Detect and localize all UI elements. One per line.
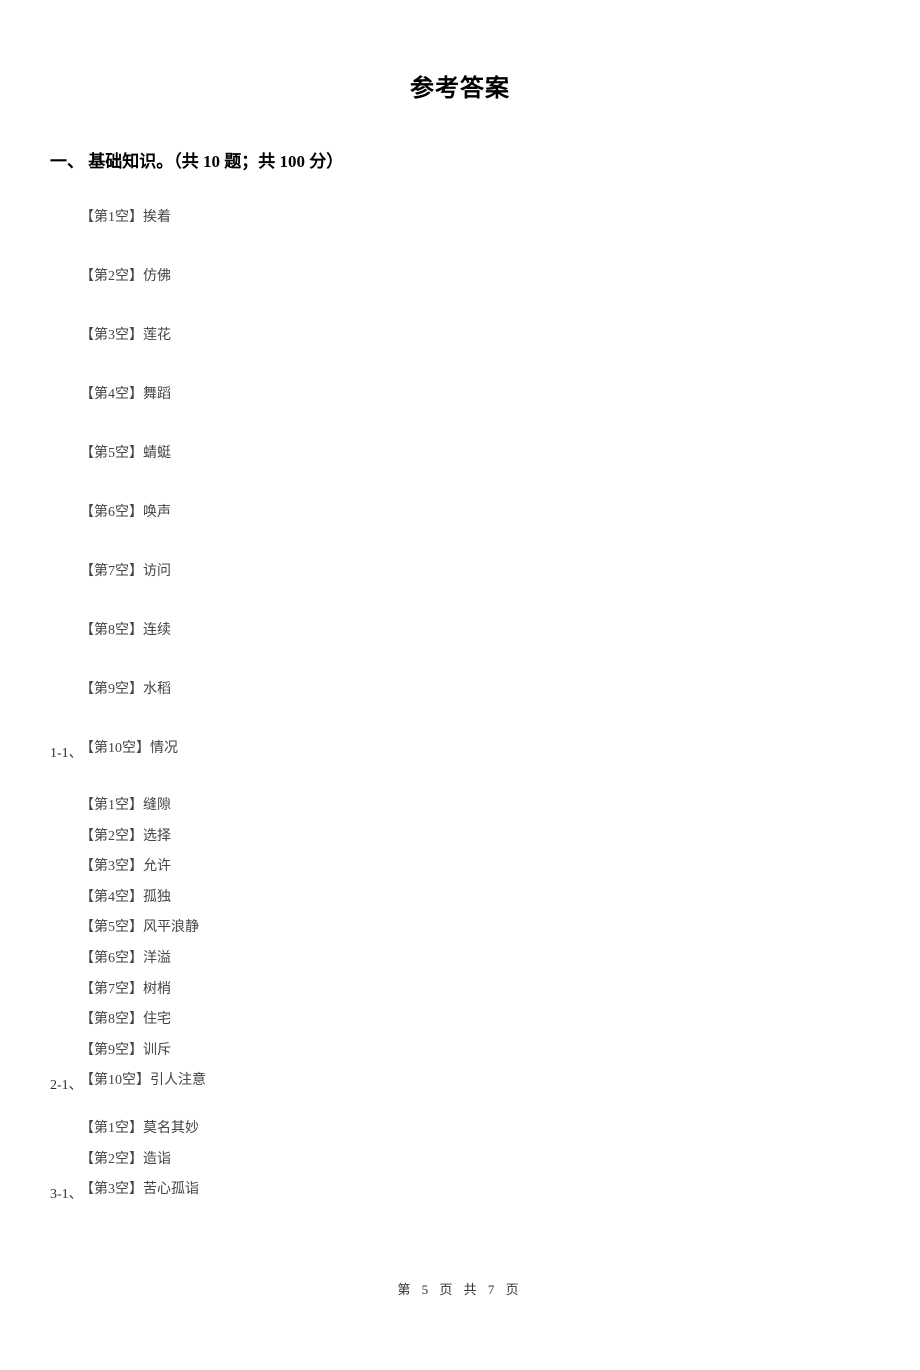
answer-line: 【第9空】水稻 — [80, 678, 920, 698]
answer-line: 【第2空】仿佛 — [80, 265, 920, 285]
group-label-2: 2-1、 — [50, 1074, 83, 1094]
answer-line: 【第5空】风平浪静 — [80, 918, 920, 938]
answer-line: 【第7空】访问 — [80, 560, 920, 580]
answer-line: 【第4空】舞蹈 — [80, 383, 920, 403]
answer-line: 【第6空】唤声 — [80, 501, 920, 521]
answer-line: 【第8空】住宅 — [80, 1010, 920, 1030]
answer-line: 【第2空】选择 — [80, 827, 920, 847]
answer-line: 【第3空】允许 — [80, 857, 920, 877]
answer-line: 【第5空】蜻蜓 — [80, 442, 920, 462]
answer-line: 【第1空】挨着 — [80, 206, 920, 226]
answer-line: 【第7空】树梢 — [80, 980, 920, 1000]
answer-line: 【第8空】连续 — [80, 619, 920, 639]
answer-line: 【第1空】缝隙 — [80, 796, 920, 816]
page-footer: 第 5 页 共 7 页 — [0, 1279, 920, 1298]
answer-group-2: 【第1空】缝隙 【第2空】选择 【第3空】允许 【第4空】孤独 【第5空】风平浪… — [80, 796, 920, 1091]
group-label-1: 1-1、 — [50, 742, 83, 762]
answer-line: 【第6空】洋溢 — [80, 949, 920, 969]
answer-line: 【第2空】造诣 — [80, 1150, 920, 1170]
group-label-3: 3-1、 — [50, 1183, 83, 1203]
answer-group-3: 【第1空】莫名其妙 【第2空】造诣 【第3空】苦心孤诣 3-1、 — [80, 1119, 920, 1200]
answer-line: 【第10空】情况 — [80, 737, 920, 757]
answer-line: 【第4空】孤独 — [80, 888, 920, 908]
page-title: 参考答案 — [0, 68, 920, 103]
answer-line: 【第9空】训斥 — [80, 1041, 920, 1061]
answer-line: 【第3空】莲花 — [80, 324, 920, 344]
answer-line: 【第3空】苦心孤诣 — [80, 1180, 920, 1200]
answer-line: 【第10空】引人注意 — [80, 1071, 920, 1091]
answer-line: 【第1空】莫名其妙 — [80, 1119, 920, 1139]
answer-group-1: 【第1空】挨着 【第2空】仿佛 【第3空】莲花 【第4空】舞蹈 【第5空】蜻蜓 … — [80, 206, 920, 757]
section-header: 一、 基础知识。（共 10 题；共 100 分） — [50, 147, 920, 172]
